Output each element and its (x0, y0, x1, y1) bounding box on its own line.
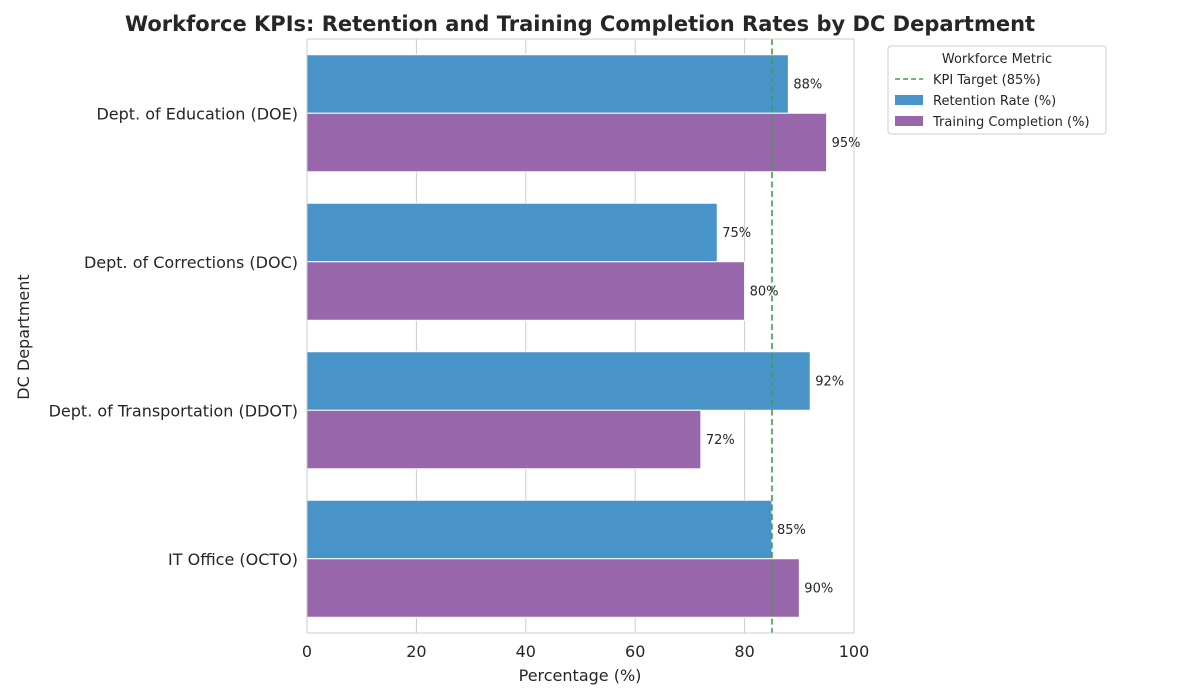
x-axis-label: Percentage (%) (519, 666, 642, 685)
bar-it-office-octo-retention-rate (306, 499, 773, 560)
x-tick-label-80: 80 (734, 642, 754, 661)
data-label-dept-of-education-doe-retention-rate: 88% (793, 78, 822, 93)
x-tick-label-100: 100 (839, 642, 870, 661)
x-tick-label-20: 20 (406, 642, 426, 661)
legend-swatch-retention-rate (895, 95, 923, 105)
y-tick-label-dept-of-transportation-ddot: Dept. of Transportation (DDOT) (49, 401, 298, 420)
legend-label-retention-rate: Retention Rate (%) (933, 94, 1056, 109)
bars (306, 54, 828, 618)
data-label-it-office-octo-training-completion: 90% (804, 582, 833, 597)
x-tick-label-40: 40 (516, 642, 536, 661)
data-label-dept-of-corrections-doc-training-completion: 80% (750, 285, 779, 300)
data-label-it-office-octo-retention-rate: 85% (777, 523, 806, 538)
y-axis-label: DC Department (14, 274, 33, 399)
x-axis-ticks: 0 20 40 60 80 100 (302, 642, 869, 661)
bar-it-office-octo-training-completion (306, 558, 800, 618)
data-label-dept-of-education-doe-training-completion: 95% (832, 136, 861, 151)
y-tick-label-dept-of-education-doe: Dept. of Education (DOE) (96, 104, 298, 123)
bar-dept-of-education-doe-training-completion (306, 112, 828, 173)
x-tick-label-0: 0 (302, 642, 312, 661)
legend-swatch-training-completion (895, 116, 923, 126)
data-label-dept-of-transportation-ddot-training-completion: 72% (706, 433, 735, 448)
plot-area-border (306, 38, 855, 634)
legend-frame (887, 45, 1107, 135)
data-label-dept-of-corrections-doc-retention-rate: 75% (722, 226, 751, 241)
legend-label-training-completion: Training Completion (%) (932, 115, 1090, 130)
x-tick-label-60: 60 (625, 642, 645, 661)
plot-frame (306, 38, 855, 634)
bar-dept-of-corrections-doc-retention-rate (306, 202, 718, 263)
y-tick-label-dept-of-corrections-doc: Dept. of Corrections (DOC) (84, 253, 298, 272)
chart-title: Workforce KPIs: Retention and Training C… (125, 12, 1035, 36)
data-label-dept-of-transportation-ddot-retention-rate: 92% (815, 375, 844, 390)
y-axis-ticks: Dept. of Education (DOE) Dept. of Correct… (49, 104, 298, 569)
bar-dept-of-transportation-ddot-retention-rate (306, 351, 811, 411)
data-labels: 88% 95% 75% 80% 92% 72% 85% 90% (706, 78, 861, 597)
y-tick-label-it-office-octo: IT Office (OCTO) (168, 550, 298, 569)
legend-title: Workforce Metric (942, 52, 1052, 67)
bar-dept-of-education-doe-retention-rate (306, 54, 789, 114)
bar-dept-of-corrections-doc-training-completion (306, 261, 746, 321)
legend: Workforce Metric KPI Target (85%) Retent… (887, 45, 1107, 135)
bar-dept-of-transportation-ddot-training-completion (306, 409, 702, 470)
legend-label-kpi-target: KPI Target (85%) (933, 73, 1041, 88)
